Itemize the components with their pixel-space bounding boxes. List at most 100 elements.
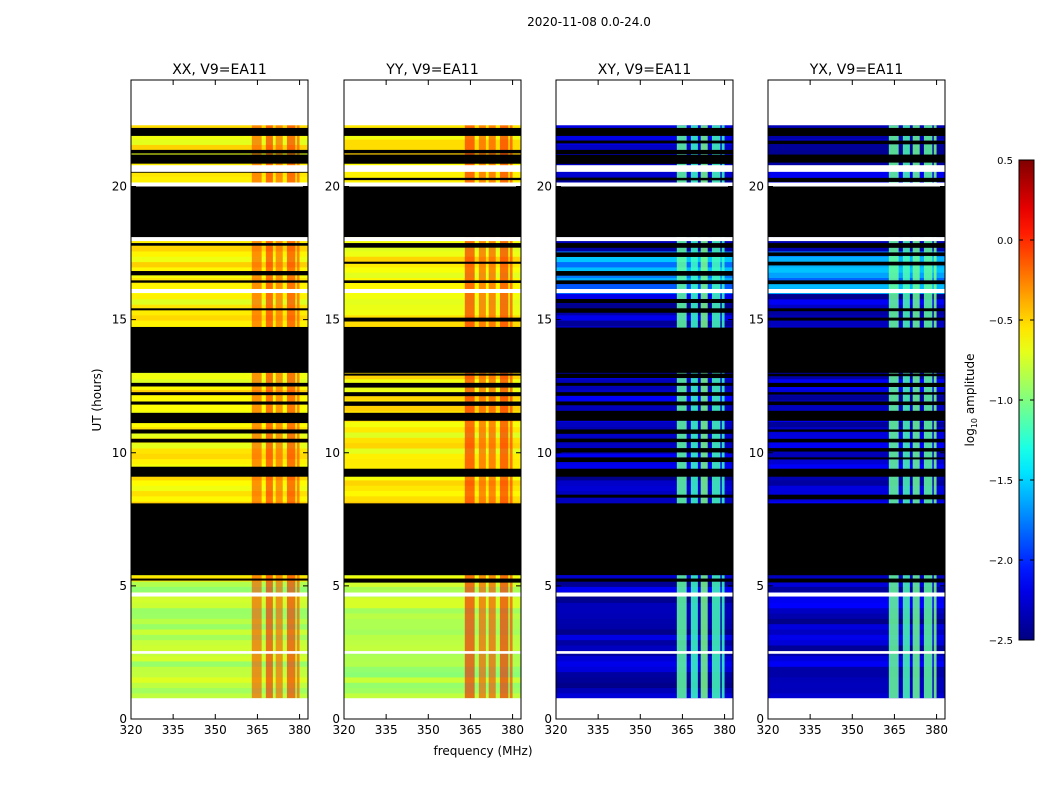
heatmap-row xyxy=(556,660,733,667)
heatmap-row xyxy=(131,304,308,311)
flagged-row xyxy=(344,373,521,376)
flagged-row xyxy=(344,401,521,406)
heatmap-row xyxy=(344,256,521,263)
flagged-row xyxy=(768,382,945,387)
heatmap-row xyxy=(344,490,521,497)
heatmap-row xyxy=(556,634,733,641)
heatmap-row xyxy=(344,474,521,481)
y-tick-label: 15 xyxy=(749,313,764,327)
heatmap-row xyxy=(768,453,945,460)
heatmap-row xyxy=(556,378,733,385)
no-data-gap xyxy=(768,80,945,126)
x-tick-label: 350 xyxy=(629,723,652,737)
flagged-row xyxy=(556,243,733,248)
rfi-channel xyxy=(509,125,513,699)
flagged-row xyxy=(131,308,308,311)
heatmap-row xyxy=(556,256,733,263)
heatmap-row xyxy=(344,602,521,609)
flagged-block xyxy=(344,412,521,421)
heatmap-row xyxy=(344,437,521,444)
flagged-row xyxy=(556,382,733,386)
flagged-row xyxy=(344,280,521,284)
panel-frame xyxy=(767,79,946,720)
heatmap-row xyxy=(131,495,308,502)
rfi-channel xyxy=(499,125,509,699)
heatmap-row xyxy=(768,666,945,673)
flagged-row xyxy=(344,354,521,358)
no-data-gap xyxy=(768,698,945,701)
heatmap-row xyxy=(131,139,308,145)
flagged-row xyxy=(344,159,521,164)
flagged-row xyxy=(344,513,521,517)
no-data-gap xyxy=(768,237,945,242)
heatmap-row xyxy=(131,634,308,641)
heatmap-row xyxy=(131,250,308,257)
flagged-row xyxy=(768,438,945,443)
heatmap-row xyxy=(556,282,733,289)
heatmap-row xyxy=(344,144,521,151)
rfi-channel xyxy=(478,125,486,699)
heatmap-row xyxy=(344,373,521,380)
flagged-row xyxy=(344,187,521,190)
no-data-gap xyxy=(131,700,308,719)
flagged-row xyxy=(131,504,308,508)
no-data-gap xyxy=(556,651,733,654)
heatmap-row xyxy=(344,581,521,587)
flagged-row xyxy=(768,373,945,377)
panel-heatmap xyxy=(768,80,945,719)
flagged-row xyxy=(768,280,945,285)
flagged-row xyxy=(131,233,308,239)
heatmap-row xyxy=(131,171,308,177)
heatmap-row xyxy=(131,474,308,481)
heatmap-row xyxy=(131,378,308,385)
y-tick-label: 15 xyxy=(537,313,552,327)
heatmap-row xyxy=(131,298,308,305)
y-tick-label: 5 xyxy=(544,579,552,593)
flagged-row xyxy=(556,364,733,367)
flagged-block xyxy=(556,127,733,136)
heatmap-row xyxy=(556,490,733,497)
y-tick-label: 0 xyxy=(119,712,127,726)
flagged-row xyxy=(768,410,945,416)
flagged-row xyxy=(768,559,945,565)
heatmap-row xyxy=(131,597,308,603)
heatmap-row xyxy=(556,639,733,646)
heatmap-row xyxy=(768,282,945,289)
flagged-row xyxy=(131,271,308,276)
panel-4: YX, V9=EA11 320 335 350 365 380 0 5 10 15 20 xyxy=(749,62,948,737)
heatmap-row xyxy=(131,447,308,454)
heatmap-row xyxy=(556,474,733,481)
x-tick-label: 320 xyxy=(333,723,356,737)
no-data-gap xyxy=(768,289,945,293)
flagged-row xyxy=(768,196,945,201)
heatmap-row xyxy=(131,692,308,699)
flagged-block xyxy=(344,468,521,477)
flagged-row xyxy=(344,261,521,264)
heatmap-row xyxy=(768,442,945,449)
heatmap-row xyxy=(556,586,733,593)
heatmap-row xyxy=(768,256,945,263)
flagged-row xyxy=(556,569,733,573)
heatmap-row xyxy=(131,123,308,129)
flagged-row xyxy=(768,345,945,349)
heatmap-row xyxy=(556,613,733,619)
flagged-row xyxy=(344,504,521,507)
flagged-row xyxy=(768,224,945,230)
heatmap-row xyxy=(131,293,308,300)
heatmap-row xyxy=(344,644,521,651)
y-tick-label: 20 xyxy=(749,180,764,194)
heatmap-row xyxy=(344,250,521,257)
flagged-row xyxy=(131,569,308,574)
flagged-row xyxy=(131,401,308,405)
heatmap-row xyxy=(768,692,945,699)
no-data-gap xyxy=(768,651,945,654)
heatmap-row xyxy=(768,618,945,625)
x-axis-label: frequency (MHz) xyxy=(433,744,532,758)
heatmap-row xyxy=(556,495,733,502)
heatmap-row xyxy=(768,405,945,412)
x-tick-label: 365 xyxy=(883,723,906,737)
no-data-gap xyxy=(131,80,308,126)
heatmap-row xyxy=(768,613,945,619)
flagged-row xyxy=(131,420,308,424)
